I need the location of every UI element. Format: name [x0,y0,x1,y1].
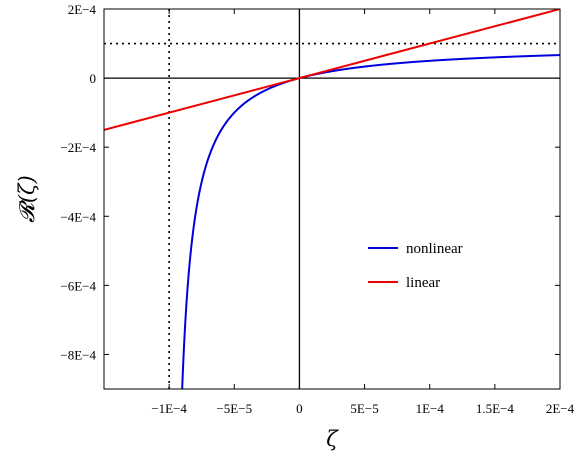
legend-label-nonlinear: nonlinear [406,241,463,257]
x-tick-label: 5E−5 [350,401,378,416]
y-tick-label: −8E−4 [60,347,96,362]
legend-label-linear: linear [406,275,440,291]
x-tick-label: 0 [296,401,303,416]
y-axis-title: 𝓡(ζ) [15,175,39,222]
x-tick-label: 2E−4 [546,401,575,416]
linear-series-line [104,9,560,131]
plot-frame [103,8,561,390]
legend: nonlinear linear [368,241,463,291]
y-tick-label: −2E−4 [60,140,96,155]
reference-lines [104,9,560,389]
x-tick-label: −5E−5 [216,401,252,416]
plot-background [104,9,560,389]
x-axis-title: ζ [326,427,339,451]
nonlinear-series-line [181,54,560,389]
series-group [104,9,560,389]
y-axis: 2E−4 0 −2E−4 −4E−4 −6E−4 −8E−4 [60,2,560,362]
y-tick-label: 0 [90,71,97,86]
y-tick-label: 2E−4 [68,2,97,17]
y-tick-label: −4E−4 [60,209,96,224]
y-tick-label: −6E−4 [60,278,96,293]
x-tick-label: 1E−4 [416,401,445,416]
x-axis: −1E−4 −5E−5 0 5E−5 1E−4 1.5E−4 2E−4 [151,9,575,416]
x-tick-label: 1.5E−4 [476,401,515,416]
x-tick-label: −1E−4 [151,401,187,416]
